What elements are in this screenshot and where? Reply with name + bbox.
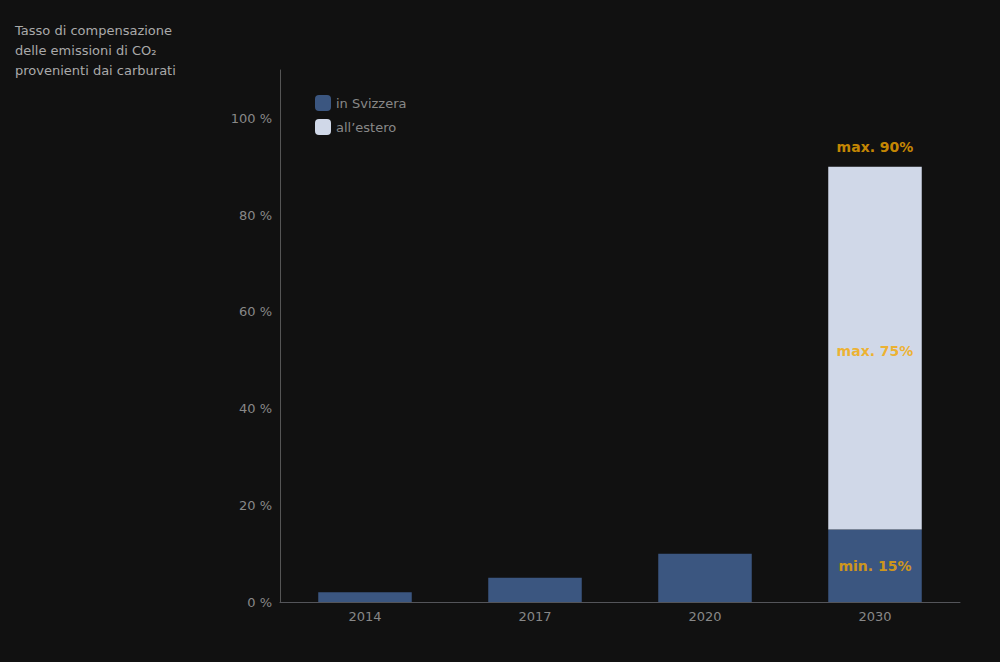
svg-text:2014: 2014: [348, 609, 381, 624]
svg-text:provenienti dai carburati: provenienti dai carburati: [15, 63, 176, 78]
svg-text:0 %: 0 %: [247, 595, 272, 610]
svg-text:max. 90%: max. 90%: [837, 139, 914, 155]
svg-text:2030: 2030: [858, 609, 891, 624]
svg-text:in Svizzera: in Svizzera: [336, 96, 407, 111]
svg-text:all’estero: all’estero: [336, 120, 396, 135]
svg-text:40 %: 40 %: [239, 401, 272, 416]
svg-text:60 %: 60 %: [239, 304, 272, 319]
svg-text:20 %: 20 %: [239, 498, 272, 513]
svg-text:2017: 2017: [518, 609, 551, 624]
svg-text:2020: 2020: [688, 609, 721, 624]
svg-text:Tasso di compensazione: Tasso di compensazione: [14, 23, 172, 38]
svg-text:100 %: 100 %: [231, 111, 272, 126]
svg-text:min. 15%: min. 15%: [838, 558, 911, 574]
svg-text:80 %: 80 %: [239, 208, 272, 223]
svg-text:max. 75%: max. 75%: [837, 343, 914, 359]
svg-text:delle emissioni di CO₂: delle emissioni di CO₂: [15, 43, 157, 58]
